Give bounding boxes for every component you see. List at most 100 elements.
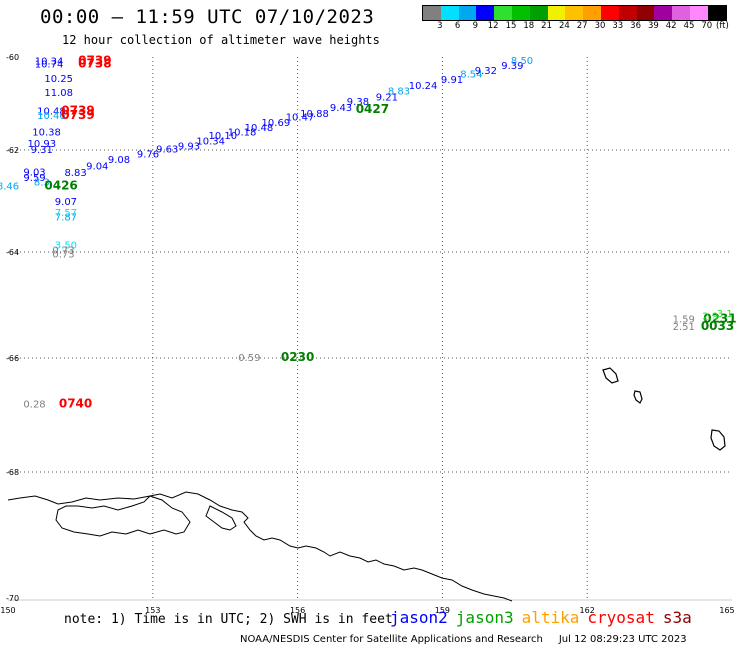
pass-time-label: 0738 [78, 57, 111, 71]
page-title: 00:00 — 11:59 UTC 07/10/2023 [40, 6, 375, 28]
wave-height-value: 9.08 [108, 155, 130, 166]
color-scale-tick: 6 [454, 21, 461, 31]
wave-height-value: 9.43 [330, 103, 352, 114]
color-scale-ticks: 3 6 9 12 15 18 21 24 27 30 33 36 39 42 45 70 [422, 21, 740, 33]
longitude-label: 150 [0, 606, 15, 615]
wave-height-value: 10.69 [262, 118, 291, 129]
wave-height-value: 9.59 [23, 173, 45, 184]
color-scale-tick: 36 [630, 21, 642, 31]
wave-height-value: 10.93 [27, 139, 56, 150]
wave-height-value: 10.48 [37, 106, 66, 117]
wave-height-value: 10.24 [409, 81, 438, 92]
latitude-label: -64 [6, 248, 19, 257]
wave-height-value: 3.1 [717, 309, 733, 320]
color-scale-cell [600, 6, 619, 20]
satellite-cryosat: cryosat [587, 608, 655, 627]
color-scale-tick: 12 [487, 21, 499, 31]
island-one [602, 367, 619, 384]
latitude-label: -66 [6, 354, 19, 363]
color-scale-cell [618, 6, 637, 20]
wave-height-value: 10.10 [208, 131, 237, 142]
latitude-label: -68 [6, 468, 19, 477]
wave-height-value: 10.46 [37, 111, 66, 122]
map-grid [8, 57, 732, 601]
wave-height-value: 10.48 [245, 123, 274, 134]
pass-time-label: 0740 [59, 397, 92, 411]
wave-height-value: 10.38 [32, 127, 61, 138]
wave-height-value: 1.59 [673, 314, 695, 325]
island-three [710, 429, 726, 451]
wave-height-value: 8.50 [511, 56, 533, 67]
pass-time-label: 0739 [61, 103, 94, 117]
color-scale-cell [689, 6, 708, 20]
wave-height-value: 9.76 [137, 150, 159, 161]
color-scale-tick: 45 [683, 21, 695, 31]
satellite-jason2: jason2 [390, 608, 448, 627]
color-scale-tick: 39 [647, 21, 659, 31]
longitude-label: 165 [719, 606, 734, 615]
satellite-altika: altika [521, 608, 580, 627]
wave-height-value: 7.57 [55, 208, 77, 219]
wave-height-value: 7.87 [55, 212, 77, 223]
wave-height-value: 9.91 [441, 75, 463, 86]
wave-height-value: 9.03 [23, 167, 45, 178]
footnote: note: 1) Time is in UTC; 2) SWH is in fe… [64, 612, 393, 627]
satellite-legend: jason2 jason3 altika cryosat s3a [390, 608, 700, 627]
color-scale-cell [423, 6, 441, 20]
color-scale-cell [440, 6, 459, 20]
pass-time-label: 0231 [703, 311, 736, 325]
wave-height-value: 9.04 [86, 161, 108, 172]
coastline [7, 367, 726, 602]
credit-text: NOAA/NESDIS Center for Satellite Applica… [240, 634, 543, 645]
longitude-label: 162 [580, 606, 595, 615]
wave-height-value: 9.63 [156, 145, 178, 156]
wave-height-value: 0.28 [23, 400, 45, 411]
generated-timestamp: Jul 12 08:29:23 UTC 2023 [558, 634, 687, 645]
color-scale-cell [547, 6, 566, 20]
color-scale-cell [458, 6, 477, 20]
color-scale-cell [636, 6, 655, 20]
latitude-label: -60 [6, 53, 19, 62]
color-scale-tick: 24 [558, 21, 570, 31]
color-scale-cell [583, 6, 601, 20]
longitude-label: 156 [290, 606, 305, 615]
wave-height-color-scale [422, 5, 727, 21]
color-scale-tick: 30 [594, 21, 606, 31]
color-scale-tick: 27 [576, 21, 588, 31]
color-scale-cell [494, 6, 512, 20]
pass-time-label: 0426 [44, 179, 77, 193]
pass-time-label: 0033 [701, 319, 734, 333]
color-scale-cell [476, 6, 495, 20]
pass-time-label: 0230 [281, 350, 314, 364]
latitude-label: -62 [6, 146, 19, 155]
wave-height-value: 8.83 [64, 168, 86, 179]
color-scale-unit: (ft) [716, 21, 729, 31]
bay-outline [205, 505, 237, 531]
wave-height-value: 8.83 [388, 86, 410, 97]
wave-height-value: 8.46 [0, 182, 19, 193]
color-scale-cell [511, 6, 530, 20]
wave-height-value: 9.07 [55, 197, 77, 208]
island-two [633, 390, 643, 404]
color-scale-cell [529, 6, 548, 20]
wave-height-value: 2.51 [673, 322, 695, 333]
wave-height-value: 9.38 [347, 97, 369, 108]
wave-height-value: 9.21 [376, 93, 398, 104]
wave-height-value: 0.73 [52, 250, 74, 261]
satellite-jason3: jason3 [455, 608, 514, 627]
color-scale-tick: 33 [612, 21, 624, 31]
wave-height-value: 10.47 [286, 113, 315, 124]
longitude-label: 153 [145, 606, 160, 615]
wave-height-value: 10.88 [300, 109, 329, 120]
color-scale-tick: 21 [541, 21, 553, 31]
credit-line: NOAA/NESDIS Center for Satellite Applica… [240, 634, 687, 645]
color-scale-tick: 18 [523, 21, 535, 31]
color-scale-cell [672, 6, 690, 20]
color-scale-tick: 70 [701, 21, 713, 31]
wave-height-value: 0.59 [238, 353, 260, 364]
wave-height-value: 8.54 [460, 69, 482, 80]
wave-height-value: 9.93 [178, 141, 200, 152]
pass-time-label: 0427 [356, 102, 389, 116]
